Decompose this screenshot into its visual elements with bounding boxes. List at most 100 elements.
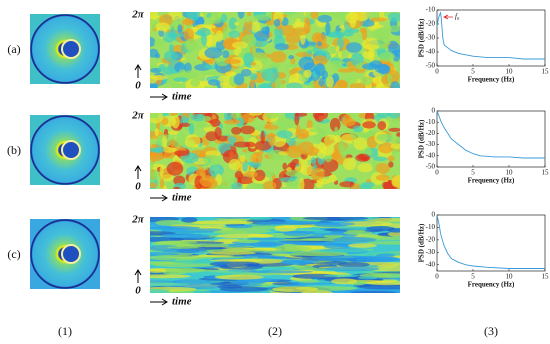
arrow (134, 269, 142, 283)
blob (355, 68, 366, 74)
blob (218, 228, 272, 234)
x-tick-label: 10 (506, 273, 514, 281)
blob (349, 15, 357, 28)
blob (387, 25, 400, 33)
blob (285, 12, 297, 17)
blob (240, 113, 255, 123)
blob (273, 19, 281, 27)
blob (274, 43, 289, 51)
arrow (150, 93, 168, 101)
y-tick-label: -50 (426, 62, 436, 70)
blob (364, 44, 380, 50)
psd-line (436, 214, 545, 269)
map-image (150, 217, 400, 293)
blob (178, 69, 187, 78)
blob (376, 264, 400, 268)
blob (227, 136, 237, 144)
blob (177, 24, 183, 34)
column-label: (3) (484, 324, 498, 338)
x-tick-label: 0 (435, 169, 439, 177)
map-time: time (172, 91, 192, 103)
blob (160, 173, 174, 182)
blob (171, 83, 187, 88)
blob (388, 161, 394, 168)
blob (292, 273, 338, 279)
blob (283, 284, 308, 287)
blob (310, 157, 317, 165)
blob (199, 175, 215, 188)
blob (150, 84, 158, 88)
psd-line (436, 110, 545, 159)
blob (169, 113, 178, 116)
blob (355, 257, 400, 263)
blob (283, 230, 311, 237)
blob (173, 77, 189, 83)
blob (317, 41, 322, 47)
blob (170, 138, 175, 149)
blob (167, 246, 199, 249)
blob (303, 69, 312, 78)
blob (299, 177, 305, 189)
blob (269, 51, 287, 63)
blob (378, 51, 395, 62)
column-label: (1) (58, 324, 72, 338)
blob (213, 217, 251, 219)
blob (215, 274, 264, 280)
blob (325, 21, 331, 36)
blob (161, 240, 198, 244)
blob (150, 68, 162, 74)
blob (181, 217, 198, 223)
y-tick-label: -10 (426, 118, 436, 126)
blob (361, 181, 375, 188)
blob (265, 113, 279, 120)
blob (298, 157, 308, 168)
blob (367, 241, 400, 245)
blob (231, 126, 242, 135)
blob (230, 280, 266, 285)
blob (312, 230, 333, 234)
blob (159, 233, 203, 238)
blob (203, 154, 221, 166)
blob (184, 70, 198, 79)
arrow (134, 165, 142, 179)
blob (246, 237, 284, 241)
blob (251, 44, 256, 55)
blob (372, 184, 383, 189)
blob (209, 261, 260, 267)
blob (331, 278, 358, 285)
blob (243, 21, 250, 34)
blob (233, 73, 245, 86)
blob (387, 228, 400, 233)
blob (316, 178, 331, 185)
blob (357, 162, 374, 173)
blob (215, 57, 230, 67)
x-tick-label: 10 (506, 169, 514, 177)
arrow (150, 194, 168, 202)
blob (262, 180, 277, 189)
blob (177, 243, 230, 247)
row-label: (c) (7, 247, 20, 261)
blob (214, 126, 222, 140)
blob (224, 59, 241, 64)
blob (279, 177, 297, 182)
y-tick-label: -10 (426, 6, 436, 14)
blob (265, 25, 270, 36)
blob (150, 282, 190, 287)
blob (234, 170, 244, 180)
y-tick-label: -20 (426, 235, 436, 243)
blob (324, 266, 380, 272)
blob (254, 221, 319, 225)
blob (153, 39, 166, 47)
plot-frame (436, 110, 546, 168)
blob (387, 42, 400, 55)
blob (387, 231, 400, 237)
blob (283, 181, 300, 187)
blob (150, 289, 170, 293)
x-tick-label: 10 (506, 68, 514, 76)
blob (371, 160, 377, 171)
blob (248, 113, 263, 116)
blob (332, 237, 377, 243)
blob (373, 20, 379, 27)
blob (379, 12, 385, 19)
blob (167, 130, 180, 135)
